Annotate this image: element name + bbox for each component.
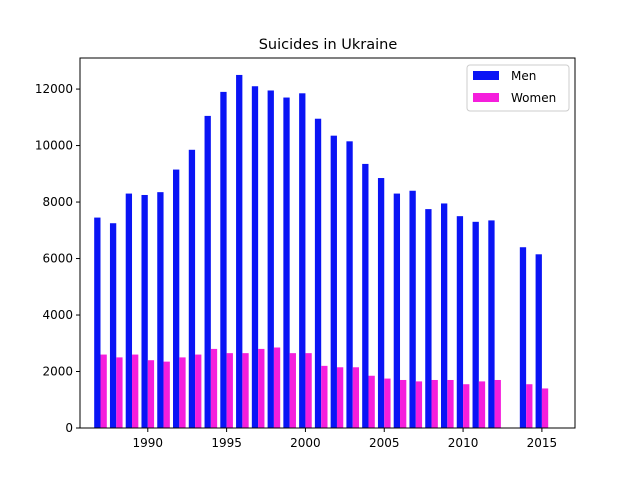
bar-men-2004 [362, 163, 369, 429]
bar-men-1992 [173, 169, 180, 428]
bar-men-2000 [299, 93, 306, 428]
x-axis: 1990 1995 2000 2005 2010 2015 [133, 428, 558, 450]
bar-men-2014 [519, 247, 527, 428]
bar-men-1993 [188, 149, 196, 429]
bar-men-2009 [441, 203, 448, 428]
bar-men-2015 [535, 254, 542, 428]
bar-women-1993 [195, 354, 202, 428]
bar-women-1997 [258, 348, 265, 428]
y-tick-label-6000: 6000 [42, 252, 73, 266]
bar-women-2003 [352, 367, 360, 428]
bar-men-1989 [125, 193, 133, 428]
bar-men-1987 [94, 217, 101, 428]
x-tick-label-2005: 2005 [369, 436, 400, 450]
bar-women-2011 [478, 381, 486, 428]
bar-women-2015 [541, 388, 549, 428]
bar-women-2001 [321, 365, 328, 428]
bar-women-2012 [494, 379, 501, 428]
bars-group [94, 74, 549, 429]
bar-men-1995 [220, 91, 227, 428]
legend-label-women: Women [511, 91, 556, 105]
bar-men-2001 [314, 118, 322, 428]
bar-women-2007 [415, 381, 423, 428]
bar-men-2002 [330, 135, 337, 428]
bar-women-2014 [526, 384, 533, 428]
bar-men-2007 [409, 190, 416, 428]
bar-men-1998 [267, 90, 274, 428]
bar-women-2002 [336, 367, 344, 428]
bar-women-1987 [100, 354, 107, 428]
bar-men-2003 [346, 141, 353, 428]
bar-women-1995 [226, 353, 233, 428]
y-tick-label-8000: 8000 [42, 195, 73, 209]
bar-women-2004 [368, 375, 375, 428]
bar-women-1998 [273, 347, 281, 428]
bar-women-1989 [132, 354, 139, 428]
bar-men-2008 [425, 209, 432, 428]
bar-women-1992 [179, 357, 186, 428]
bar-men-1994 [204, 115, 211, 429]
bar-men-1988 [109, 223, 117, 428]
bar-women-2008 [431, 379, 438, 428]
legend-swatch-men [473, 71, 499, 80]
x-tick-label-2015: 2015 [527, 436, 558, 450]
y-tick-label-4000: 4000 [42, 308, 73, 322]
bar-men-1999 [283, 97, 290, 428]
bar-women-1990 [147, 360, 155, 428]
bar-women-1991 [163, 361, 170, 428]
bar-men-2006 [393, 193, 401, 428]
bar-women-1994 [210, 348, 218, 428]
y-tick-label-0: 0 [65, 421, 73, 435]
bar-women-2000 [305, 353, 312, 428]
bar-men-2010 [456, 216, 464, 428]
bar-men-1990 [141, 194, 148, 428]
bar-women-2009 [447, 379, 454, 428]
legend: Men Women [466, 64, 570, 112]
bar-men-1996 [236, 74, 243, 428]
bar-women-2006 [400, 379, 407, 428]
x-tick-label-1990: 1990 [133, 436, 164, 450]
x-tick-label-2000: 2000 [290, 436, 321, 450]
bar-women-2010 [463, 384, 470, 428]
legend-label-men: Men [511, 69, 536, 83]
bar-women-1999 [289, 353, 296, 428]
bar-women-1988 [116, 357, 123, 428]
x-tick-label-2010: 2010 [448, 436, 479, 450]
plot-frame [79, 57, 576, 429]
bar-men-2005 [377, 178, 385, 428]
y-axis: 0 2000 4000 6000 8000 10000 12000 [35, 82, 80, 435]
bar-women-2005 [384, 378, 391, 428]
bar-men-2011 [472, 221, 479, 428]
y-tick-label-2000: 2000 [42, 365, 73, 379]
bar-women-1996 [242, 353, 249, 428]
x-tick-label-1995: 1995 [211, 436, 242, 450]
chart-title: Suicides in Ukraine [259, 37, 398, 53]
bar-men-2012 [488, 220, 495, 428]
y-tick-label-12000: 12000 [35, 82, 73, 96]
bar-men-1991 [157, 192, 164, 428]
y-tick-label-10000: 10000 [35, 139, 73, 153]
bar-men-1997 [251, 86, 259, 429]
legend-swatch-women [473, 93, 499, 102]
